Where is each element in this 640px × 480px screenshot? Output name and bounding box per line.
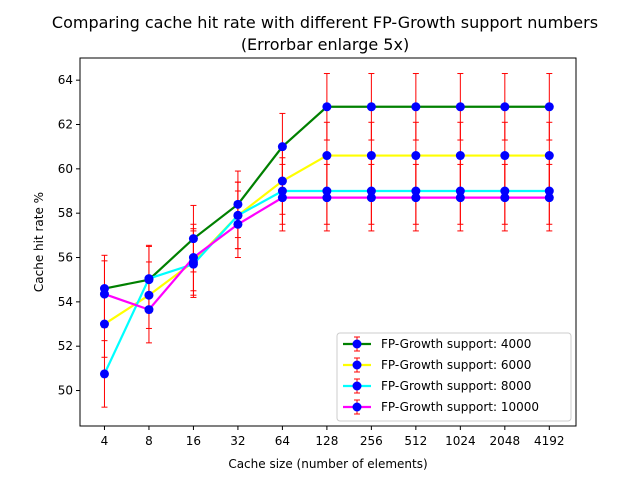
legend-label: FP-Growth support: 4000 bbox=[381, 337, 531, 351]
x-tick-label: 1024 bbox=[445, 434, 476, 448]
y-tick-label: 64 bbox=[58, 73, 73, 87]
data-point bbox=[99, 289, 109, 299]
y-tick-label: 60 bbox=[58, 162, 73, 176]
data-point bbox=[277, 142, 287, 152]
legend-marker bbox=[352, 402, 362, 412]
x-tick-label: 32 bbox=[230, 434, 245, 448]
legend-marker bbox=[352, 339, 362, 349]
data-point bbox=[322, 102, 332, 112]
data-point bbox=[455, 186, 465, 196]
data-point bbox=[500, 151, 510, 161]
x-axis-ticks: 4 8 16 32 64 128 256 512 1024 2048 4192 bbox=[101, 426, 565, 448]
data-point bbox=[455, 151, 465, 161]
data-point bbox=[411, 193, 421, 203]
data-point bbox=[99, 369, 109, 379]
legend-label: FP-Growth support: 8000 bbox=[381, 379, 531, 393]
legend-marker bbox=[352, 381, 362, 391]
data-point bbox=[544, 102, 554, 112]
data-point bbox=[411, 102, 421, 112]
y-tick-label: 52 bbox=[58, 339, 73, 353]
plot-area bbox=[79, 57, 577, 427]
data-point bbox=[277, 176, 287, 186]
x-tick-label: 16 bbox=[186, 434, 201, 448]
data-point bbox=[144, 290, 154, 300]
data-point bbox=[411, 151, 421, 161]
y-tick-label: 50 bbox=[58, 384, 73, 398]
legend-entry: FP-Growth support: 10000 bbox=[343, 399, 539, 415]
data-point bbox=[500, 102, 510, 112]
legend-label: FP-Growth support: 6000 bbox=[381, 358, 531, 372]
data-point bbox=[144, 305, 154, 315]
data-point bbox=[322, 193, 332, 203]
x-tick-label: 4 bbox=[101, 434, 109, 448]
legend-label: FP-Growth support: 10000 bbox=[381, 400, 539, 414]
data-point bbox=[500, 193, 510, 203]
data-point bbox=[544, 151, 554, 161]
data-point bbox=[366, 193, 376, 203]
legend: FP-Growth support: 4000 FP-Growth support… bbox=[336, 332, 572, 422]
plot-frame bbox=[79, 57, 577, 427]
y-tick-label: 54 bbox=[58, 295, 73, 309]
data-point bbox=[99, 319, 109, 329]
legend-entry: FP-Growth support: 4000 bbox=[343, 336, 531, 352]
chart-title-line-2: (Errorbar enlarge 5x) bbox=[241, 35, 409, 54]
y-axis-label: Cache hit rate % bbox=[32, 192, 46, 292]
y-tick-label: 56 bbox=[58, 251, 73, 265]
data-point bbox=[233, 199, 243, 209]
y-tick-label: 58 bbox=[58, 206, 73, 220]
data-point bbox=[144, 274, 154, 284]
data-point bbox=[233, 219, 243, 229]
data-point bbox=[277, 193, 287, 203]
data-point bbox=[277, 186, 287, 196]
x-tick-label: 128 bbox=[315, 434, 338, 448]
data-point bbox=[322, 151, 332, 161]
x-axis-label: Cache size (number of elements) bbox=[228, 457, 427, 471]
legend-box bbox=[336, 332, 572, 422]
data-point bbox=[544, 186, 554, 196]
data-point bbox=[366, 186, 376, 196]
legend-entry: FP-Growth support: 8000 bbox=[343, 378, 531, 394]
data-point bbox=[366, 151, 376, 161]
chart-title-line-1: Comparing cache hit rate with different … bbox=[52, 13, 598, 32]
data-point bbox=[455, 193, 465, 203]
data-point bbox=[455, 102, 465, 112]
data-point bbox=[188, 259, 198, 269]
legend-entry: FP-Growth support: 6000 bbox=[343, 357, 531, 373]
x-tick-label: 64 bbox=[275, 434, 290, 448]
data-point bbox=[188, 253, 198, 263]
legend-marker bbox=[352, 360, 362, 370]
data-point bbox=[500, 186, 510, 196]
data-point bbox=[233, 210, 243, 220]
x-tick-label: 256 bbox=[360, 434, 383, 448]
x-tick-label: 512 bbox=[404, 434, 427, 448]
x-tick-label: 4192 bbox=[534, 434, 565, 448]
data-point bbox=[188, 234, 198, 244]
y-tick-label: 62 bbox=[58, 118, 73, 132]
y-axis-ticks: 50 52 54 56 58 60 62 64 bbox=[58, 73, 80, 398]
data-point bbox=[322, 186, 332, 196]
data-point bbox=[544, 193, 554, 203]
x-tick-label: 8 bbox=[145, 434, 153, 448]
x-tick-label: 2048 bbox=[490, 434, 521, 448]
data-point bbox=[411, 186, 421, 196]
data-point bbox=[366, 102, 376, 112]
